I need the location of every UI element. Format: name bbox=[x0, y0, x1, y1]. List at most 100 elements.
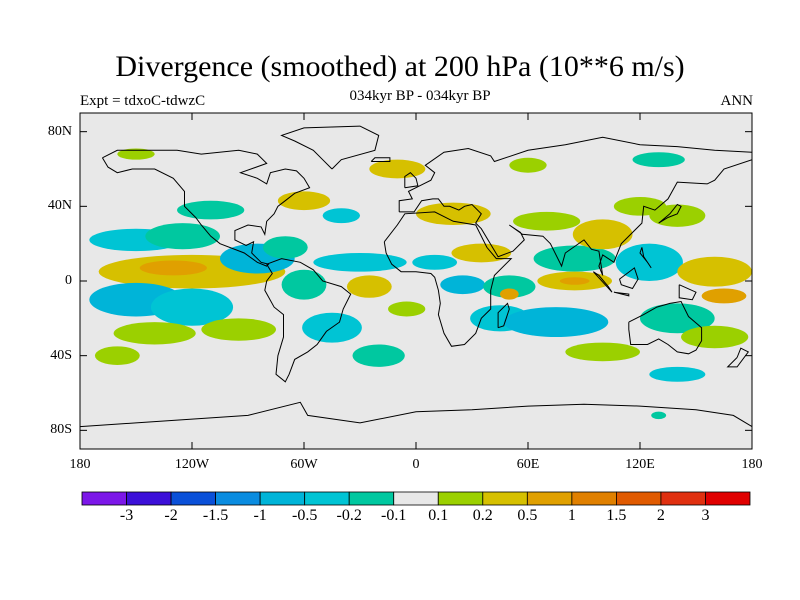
divergence-contour-region bbox=[572, 219, 633, 250]
coastline bbox=[639, 247, 652, 269]
colorbar-label: -1 bbox=[253, 507, 267, 524]
divergence-contour-region bbox=[281, 269, 327, 300]
divergence-contour-region bbox=[94, 346, 140, 365]
y-tick-label: 0 bbox=[65, 273, 72, 288]
experiment-label: Expt = tdxoC-tdwzC bbox=[80, 93, 206, 109]
colorbar-label: -0.2 bbox=[336, 507, 362, 524]
coastline bbox=[592, 271, 613, 293]
divergence-contour-region bbox=[262, 236, 308, 259]
colorbar-swatch bbox=[705, 491, 751, 506]
divergence-contour-region bbox=[483, 275, 536, 298]
colorbar-label: 1.5 bbox=[606, 507, 627, 524]
colorbar-label: -0.5 bbox=[291, 507, 318, 524]
divergence-contour-region bbox=[533, 245, 616, 272]
divergence-contour-region bbox=[649, 204, 706, 227]
divergence-contour-region bbox=[640, 303, 715, 334]
divergence-contour-region bbox=[177, 200, 245, 220]
coastline bbox=[678, 284, 697, 301]
divergence-contour-region bbox=[513, 211, 581, 231]
x-tick-label: 120E bbox=[625, 457, 655, 472]
colorbar-swatch bbox=[660, 491, 706, 506]
y-tick-label: 80N bbox=[47, 123, 72, 139]
season-label: ANN bbox=[720, 93, 754, 109]
coastline bbox=[398, 136, 752, 276]
divergence-contour-region bbox=[322, 208, 361, 224]
coastline bbox=[280, 125, 380, 170]
x-tick-label: 60E bbox=[516, 457, 540, 472]
divergence-contour-region bbox=[440, 275, 486, 295]
divergence-contour-region bbox=[509, 157, 547, 173]
colorbar-label: 0.1 bbox=[428, 507, 449, 524]
subtitle: 034kyr BP - 034kyr BP bbox=[349, 88, 491, 104]
colorbar-swatch bbox=[215, 491, 261, 506]
coastline bbox=[383, 211, 513, 347]
colorbar-label: -0.1 bbox=[381, 507, 407, 524]
colorbar-swatch bbox=[437, 491, 484, 506]
colorbar-swatch bbox=[348, 491, 395, 506]
coastline bbox=[628, 300, 703, 355]
colorbar-swatch bbox=[170, 491, 216, 506]
divergence-contour-region bbox=[615, 243, 683, 281]
colorbar-label: -3 bbox=[119, 507, 134, 524]
coastline bbox=[619, 267, 639, 290]
page-title: Divergence (smoothed) at 200 hPa (10**6 … bbox=[115, 50, 685, 83]
coastline bbox=[497, 302, 510, 329]
colorbar-label: 2 bbox=[656, 507, 665, 524]
x-tick-label: 0 bbox=[412, 457, 420, 472]
colorbar-label: 0.2 bbox=[472, 507, 493, 524]
divergence-contour-region bbox=[651, 411, 667, 420]
coastline bbox=[80, 401, 752, 428]
divergence-contour-region bbox=[113, 322, 196, 345]
colorbar-label: 0.5 bbox=[517, 507, 538, 524]
colorbar-swatch bbox=[526, 491, 573, 506]
colorbar-swatch bbox=[126, 491, 172, 506]
divergence-contour-region bbox=[139, 260, 207, 276]
coastline bbox=[658, 203, 682, 224]
divergence-contour-region bbox=[412, 254, 458, 270]
divergence-contour-region bbox=[500, 288, 519, 300]
coastline bbox=[370, 157, 391, 162]
divergence-contour-region bbox=[559, 277, 590, 285]
divergence-contour-region bbox=[565, 342, 641, 362]
coastline bbox=[264, 258, 352, 383]
colorbar-swatch bbox=[616, 491, 662, 506]
colorbar-swatch bbox=[571, 491, 617, 506]
divergence-contour-region bbox=[369, 159, 426, 179]
divergence-contour-region bbox=[145, 223, 220, 250]
divergence-contour-region bbox=[388, 301, 426, 317]
x-tick-label: 180 bbox=[69, 457, 91, 472]
x-tick-label: 180 bbox=[741, 457, 763, 472]
colorbar-label: 3 bbox=[701, 507, 710, 524]
colorbar-swatch bbox=[259, 491, 306, 506]
divergence-contour-region bbox=[150, 288, 234, 326]
divergence-contour-region bbox=[352, 344, 405, 367]
divergence-contour-region bbox=[681, 325, 749, 349]
y-tick-label: 40S bbox=[50, 347, 72, 363]
divergence-contour-region bbox=[677, 256, 752, 287]
colorbar-swatch bbox=[482, 491, 528, 506]
divergence-contour-region bbox=[201, 318, 276, 341]
coastline bbox=[404, 172, 419, 189]
divergence-contour-region bbox=[117, 148, 155, 160]
divergence-contour-region bbox=[632, 152, 685, 168]
colorbar-label: -2 bbox=[164, 507, 178, 524]
x-tick-label: 60W bbox=[290, 457, 318, 472]
colorbar-swatch bbox=[81, 491, 127, 506]
divergence-contour-region bbox=[649, 366, 706, 382]
colorbar-swatch bbox=[304, 491, 350, 506]
divergence-contour-region bbox=[416, 202, 491, 225]
colorbar-label: -1.5 bbox=[202, 507, 229, 524]
coastline bbox=[613, 291, 630, 297]
divergence-contour-region bbox=[313, 253, 407, 272]
colorbar-swatch bbox=[393, 491, 439, 506]
x-tick-label: 120W bbox=[174, 457, 210, 472]
coastline bbox=[726, 347, 750, 368]
coastline bbox=[101, 149, 311, 267]
colorbar-label: 1 bbox=[567, 507, 576, 524]
divergence-contour-region bbox=[503, 307, 609, 338]
y-tick-label: 80S bbox=[50, 422, 72, 438]
divergence-contour-region bbox=[451, 243, 512, 263]
divergence-contour-region bbox=[346, 275, 392, 298]
y-tick-label: 40N bbox=[47, 198, 72, 214]
